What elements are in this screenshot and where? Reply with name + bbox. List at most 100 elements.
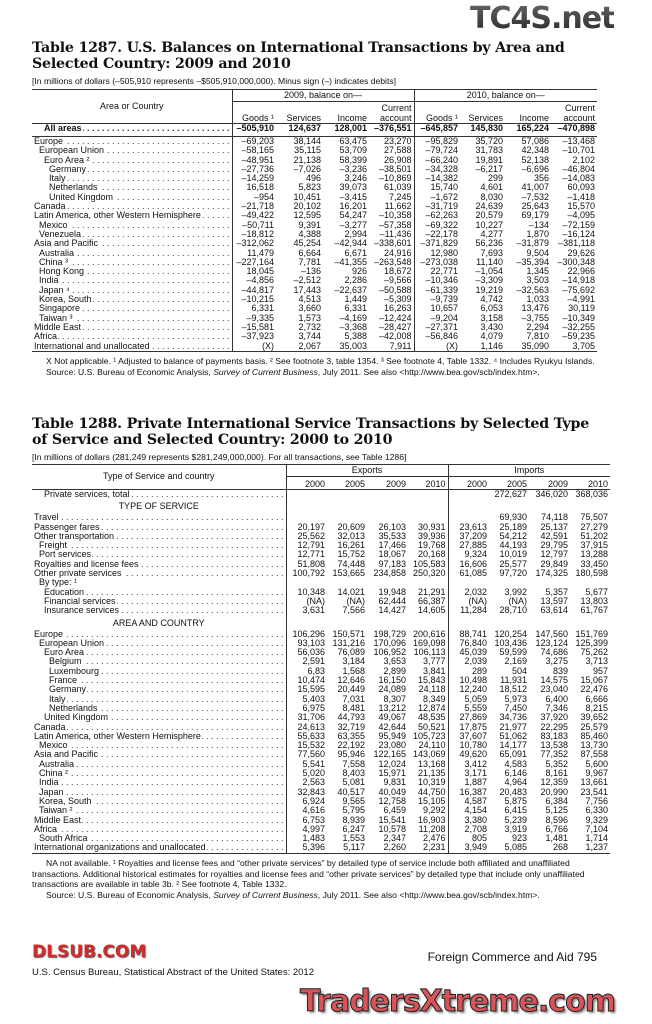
column-header: 2010 <box>588 479 609 489</box>
cell-value: 18,672 <box>383 267 412 277</box>
cell-value: –72,159 <box>562 220 595 230</box>
cell-value: –18,812 <box>231 229 276 240</box>
cell-value: –371,829 <box>413 239 460 249</box>
cell-value: 32,013 <box>337 531 365 541</box>
row-label: Japan ⁴. . . . . . . . . . . . . . . . .… <box>39 285 230 295</box>
cell-value: –954 <box>231 192 276 203</box>
cell-value: 6,146 <box>504 769 528 779</box>
cell-value: 143,069 <box>412 750 446 760</box>
cell-value: –50,711 <box>231 220 276 230</box>
cell-value: 29,795 <box>540 541 569 551</box>
cell-value: 11,140 <box>476 257 503 267</box>
cell-value: 37,920 <box>540 713 569 723</box>
cell-value: 289 <box>447 666 490 677</box>
cell-value: –22,178 <box>413 229 460 240</box>
cell-value: –14,918 <box>562 276 595 286</box>
cell-value: 11,479 <box>231 248 276 258</box>
dot-leader: . . . . . . . . . . . . . . . . . . . . … <box>123 569 284 579</box>
cell-value: 22,192 <box>337 741 365 751</box>
cell-value: 22,771 <box>413 267 460 277</box>
cell-value: –134 <box>528 220 549 230</box>
cell-value: 6,766 <box>545 824 569 834</box>
cell-value: 11,931 <box>500 676 528 686</box>
cell-value: 10,657 <box>413 304 460 314</box>
column-header: 2005 <box>344 479 365 489</box>
row-label: Hong Kong. . . . . . . . . . . . . . . .… <box>39 267 230 277</box>
cell-value: 19,891 <box>475 155 503 165</box>
cell-value: 33,450 <box>580 559 609 569</box>
cell-value <box>447 489 490 500</box>
cell-value: 4,616 <box>285 806 327 816</box>
cell-value: 123,124 <box>535 638 569 648</box>
cell-value: 12,980 <box>413 248 460 258</box>
cell-value: 8,596 <box>545 815 569 825</box>
column-header: 2000 <box>285 476 327 490</box>
cell-value: –58,165 <box>231 146 276 156</box>
dot-leader: . . . . . . . . . . . . . . . . . . . . … <box>75 248 230 258</box>
row-label: Financial services. . . . . . . . . . . … <box>44 596 284 606</box>
cell-value: 10,227 <box>475 220 503 230</box>
dot-leader: . . . . . . . . . . . . . . . . . . . . … <box>105 638 284 648</box>
row-label: By type: ¹ <box>39 578 78 588</box>
cell-value: 1,483 <box>285 834 327 844</box>
row-label: Education. . . . . . . . . . . . . . . .… <box>44 587 284 597</box>
dot-leader: . . . . . . . . . . . . . . . . . . . . … <box>93 796 284 806</box>
table-row: Financial services. . . . . . . . . . . … <box>32 596 610 607</box>
cell-value: 5,059 <box>447 694 490 704</box>
cell-value: 77,560 <box>285 750 327 760</box>
cell-value: –9,566 <box>383 276 412 286</box>
dot-leader: . . . . . . . . . . . . . . . . . . . . … <box>99 703 284 713</box>
cell-value: 27,588 <box>383 146 412 156</box>
column-header: 2005 <box>506 479 528 489</box>
cell-value: 40,049 <box>378 787 406 797</box>
cell-value: 3,184 <box>342 657 365 667</box>
watermark-logo-bottom: TradersXtreme.com <box>300 984 617 1020</box>
cell-value: 18,045 <box>231 267 276 277</box>
cell-value: 8,215 <box>585 703 609 713</box>
cell-value: –3,368 <box>339 322 367 332</box>
row-label: France. . . . . . . . . . . . . . . . . … <box>49 676 284 686</box>
cell-value: 299 <box>487 174 503 184</box>
cell-value: 2,732 <box>298 322 321 332</box>
cell-value: 32,843 <box>285 787 327 797</box>
cell-value: 15,843 <box>417 676 446 686</box>
dot-leader: . . . . . . . . . . . . . . . . . . . . … <box>74 313 230 323</box>
cell-value: 200,616 <box>412 629 446 639</box>
table-row: France. . . . . . . . . . . . . . . . . … <box>32 676 610 686</box>
cell-value: 20,990 <box>540 787 569 797</box>
table-row: Middle East. . . . . . . . . . . . . . .… <box>32 322 597 333</box>
column-group-header: Imports <box>447 464 611 477</box>
cell-value: –38,501 <box>378 164 412 174</box>
cell-value: 2,708 <box>447 824 490 835</box>
cell-value: 198,729 <box>373 629 406 639</box>
cell-value <box>367 578 408 587</box>
cell-value: 8,481 <box>342 703 365 713</box>
cell-value: 13,476 <box>521 304 549 314</box>
cell-value: 2,994 <box>344 229 367 239</box>
cell-value: 5,795 <box>342 806 365 816</box>
cell-value: 3,744 <box>298 332 321 342</box>
cell-value: 35,720 <box>475 136 503 146</box>
cell-value: 10,319 <box>417 778 446 788</box>
row-label: Germany. . . . . . . . . . . . . . . . .… <box>49 685 284 695</box>
cell-value: 10,498 <box>447 676 490 686</box>
cell-value: 6,330 <box>585 806 609 816</box>
row-label: Netherlands. . . . . . . . . . . . . . .… <box>49 183 230 193</box>
cell-value: 1,568 <box>342 666 365 676</box>
cell-value: –61,339 <box>413 285 460 296</box>
cell-value: 76,840 <box>447 638 490 649</box>
cell-value: 10,780 <box>447 741 490 751</box>
table-row: Mexico. . . . . . . . . . . . . . . . . … <box>32 220 597 230</box>
cell-value: 170,096 <box>373 638 406 648</box>
dot-leader: . . . . . . . . . . . . . . . . . . . . … <box>117 596 284 606</box>
cell-value: 49,620 <box>447 750 490 760</box>
cell-value: 12,797 <box>540 550 569 560</box>
cell-value: 44,750 <box>417 787 446 797</box>
cell-value: 1,033 <box>526 295 549 305</box>
cell-value: 42,644 <box>378 722 406 732</box>
cell-value: 368,036 <box>575 489 609 499</box>
row-label: Mexico. . . . . . . . . . . . . . . . . … <box>39 220 230 230</box>
dot-leader: . . . . . . . . . . . . . . . . . . . . … <box>66 694 284 704</box>
cell-value: 38,144 <box>293 136 321 146</box>
cell-value: 6,247 <box>342 824 365 834</box>
